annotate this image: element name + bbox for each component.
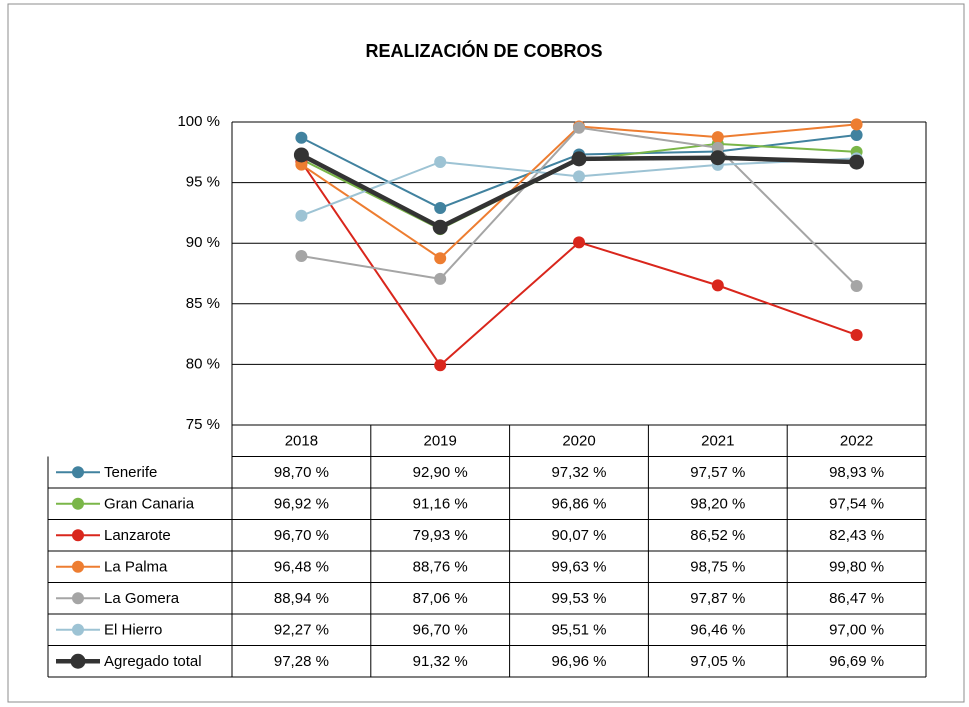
y-tick-label: 95 % [186,174,220,191]
marker [850,279,863,292]
table-value: 97,05 % [690,653,745,670]
table-value: 88,76 % [413,559,468,576]
marker [295,250,308,263]
y-tick-label: 80 % [186,355,220,372]
legend-label: Gran Canaria [104,496,195,513]
table-value: 99,63 % [551,559,606,576]
table-value: 97,00 % [829,622,884,639]
x-tick-label: 2020 [562,433,595,450]
marker [711,279,724,292]
marker [573,121,585,134]
table-value: 96,69 % [829,653,884,670]
table-value: 99,80 % [829,559,884,576]
x-tick-label: 2018 [285,433,318,450]
table-value: 82,43 % [829,527,884,544]
legend-key-marker [72,529,84,542]
table-value: 97,54 % [829,496,884,513]
table-value: 97,32 % [551,464,606,481]
legend-label: Agregado total [104,653,202,670]
legend-key-marker [70,653,86,669]
table-value: 98,20 % [690,496,745,513]
x-tick-label: 2021 [701,433,734,450]
y-tick-label: 75 % [186,416,220,433]
table-value: 96,96 % [551,653,606,670]
y-tick-label: 100 % [177,113,220,130]
marker [571,151,587,167]
marker [432,219,448,235]
marker [850,128,863,141]
chart-border [7,3,965,703]
marker [434,202,447,215]
marker [711,131,724,144]
marker [434,155,447,168]
marker [295,209,308,222]
table-value: 88,94 % [274,590,329,607]
legend-key-marker [72,466,84,479]
table-value: 91,32 % [413,653,468,670]
marker [573,170,585,183]
marker [295,131,308,144]
legend-label: La Gomera [104,590,180,607]
legend-key-marker [72,560,84,573]
table-value: 96,46 % [690,622,745,639]
x-tick-label: 2022 [840,433,873,450]
legend-label: La Palma [104,559,168,576]
y-tick-label: 90 % [186,234,220,251]
table-value: 98,75 % [690,559,745,576]
table-value: 95,51 % [551,622,606,639]
table-value: 96,70 % [274,527,329,544]
table-value: 97,28 % [274,653,329,670]
table-value: 91,16 % [413,496,468,513]
legend-key-marker [72,623,84,636]
marker [573,236,585,249]
table-value: 96,48 % [274,559,329,576]
legend-key-marker [72,497,84,510]
table-value: 86,52 % [690,527,745,544]
legend-key-marker [72,592,84,605]
marker [710,150,726,166]
legend-label: Lanzarote [104,527,171,544]
table-value: 96,70 % [413,622,468,639]
legend-label: Tenerife [104,464,157,481]
table-value: 86,47 % [829,590,884,607]
table-value: 98,70 % [274,464,329,481]
marker [434,272,447,285]
marker [850,328,863,341]
marker [850,118,863,131]
legend-label: El Hierro [104,622,162,639]
y-tick-label: 85 % [186,295,220,312]
table-value: 90,07 % [551,527,606,544]
table-value: 98,93 % [829,464,884,481]
table-value: 97,57 % [690,464,745,481]
table-value: 97,87 % [690,590,745,607]
marker [434,359,447,372]
x-tick-label: 2019 [424,433,457,450]
marker [849,154,865,170]
table-value: 96,86 % [551,496,606,513]
marker [434,252,447,265]
table-value: 92,90 % [413,464,468,481]
chart-title: REALIZACIÓN DE COBROS [365,40,602,61]
table-value: 87,06 % [413,590,468,607]
marker [711,141,724,154]
table-value: 79,93 % [413,527,468,544]
table-value: 96,92 % [274,496,329,513]
marker [293,147,309,163]
table-value: 99,53 % [551,590,606,607]
table-value: 92,27 % [274,622,329,639]
